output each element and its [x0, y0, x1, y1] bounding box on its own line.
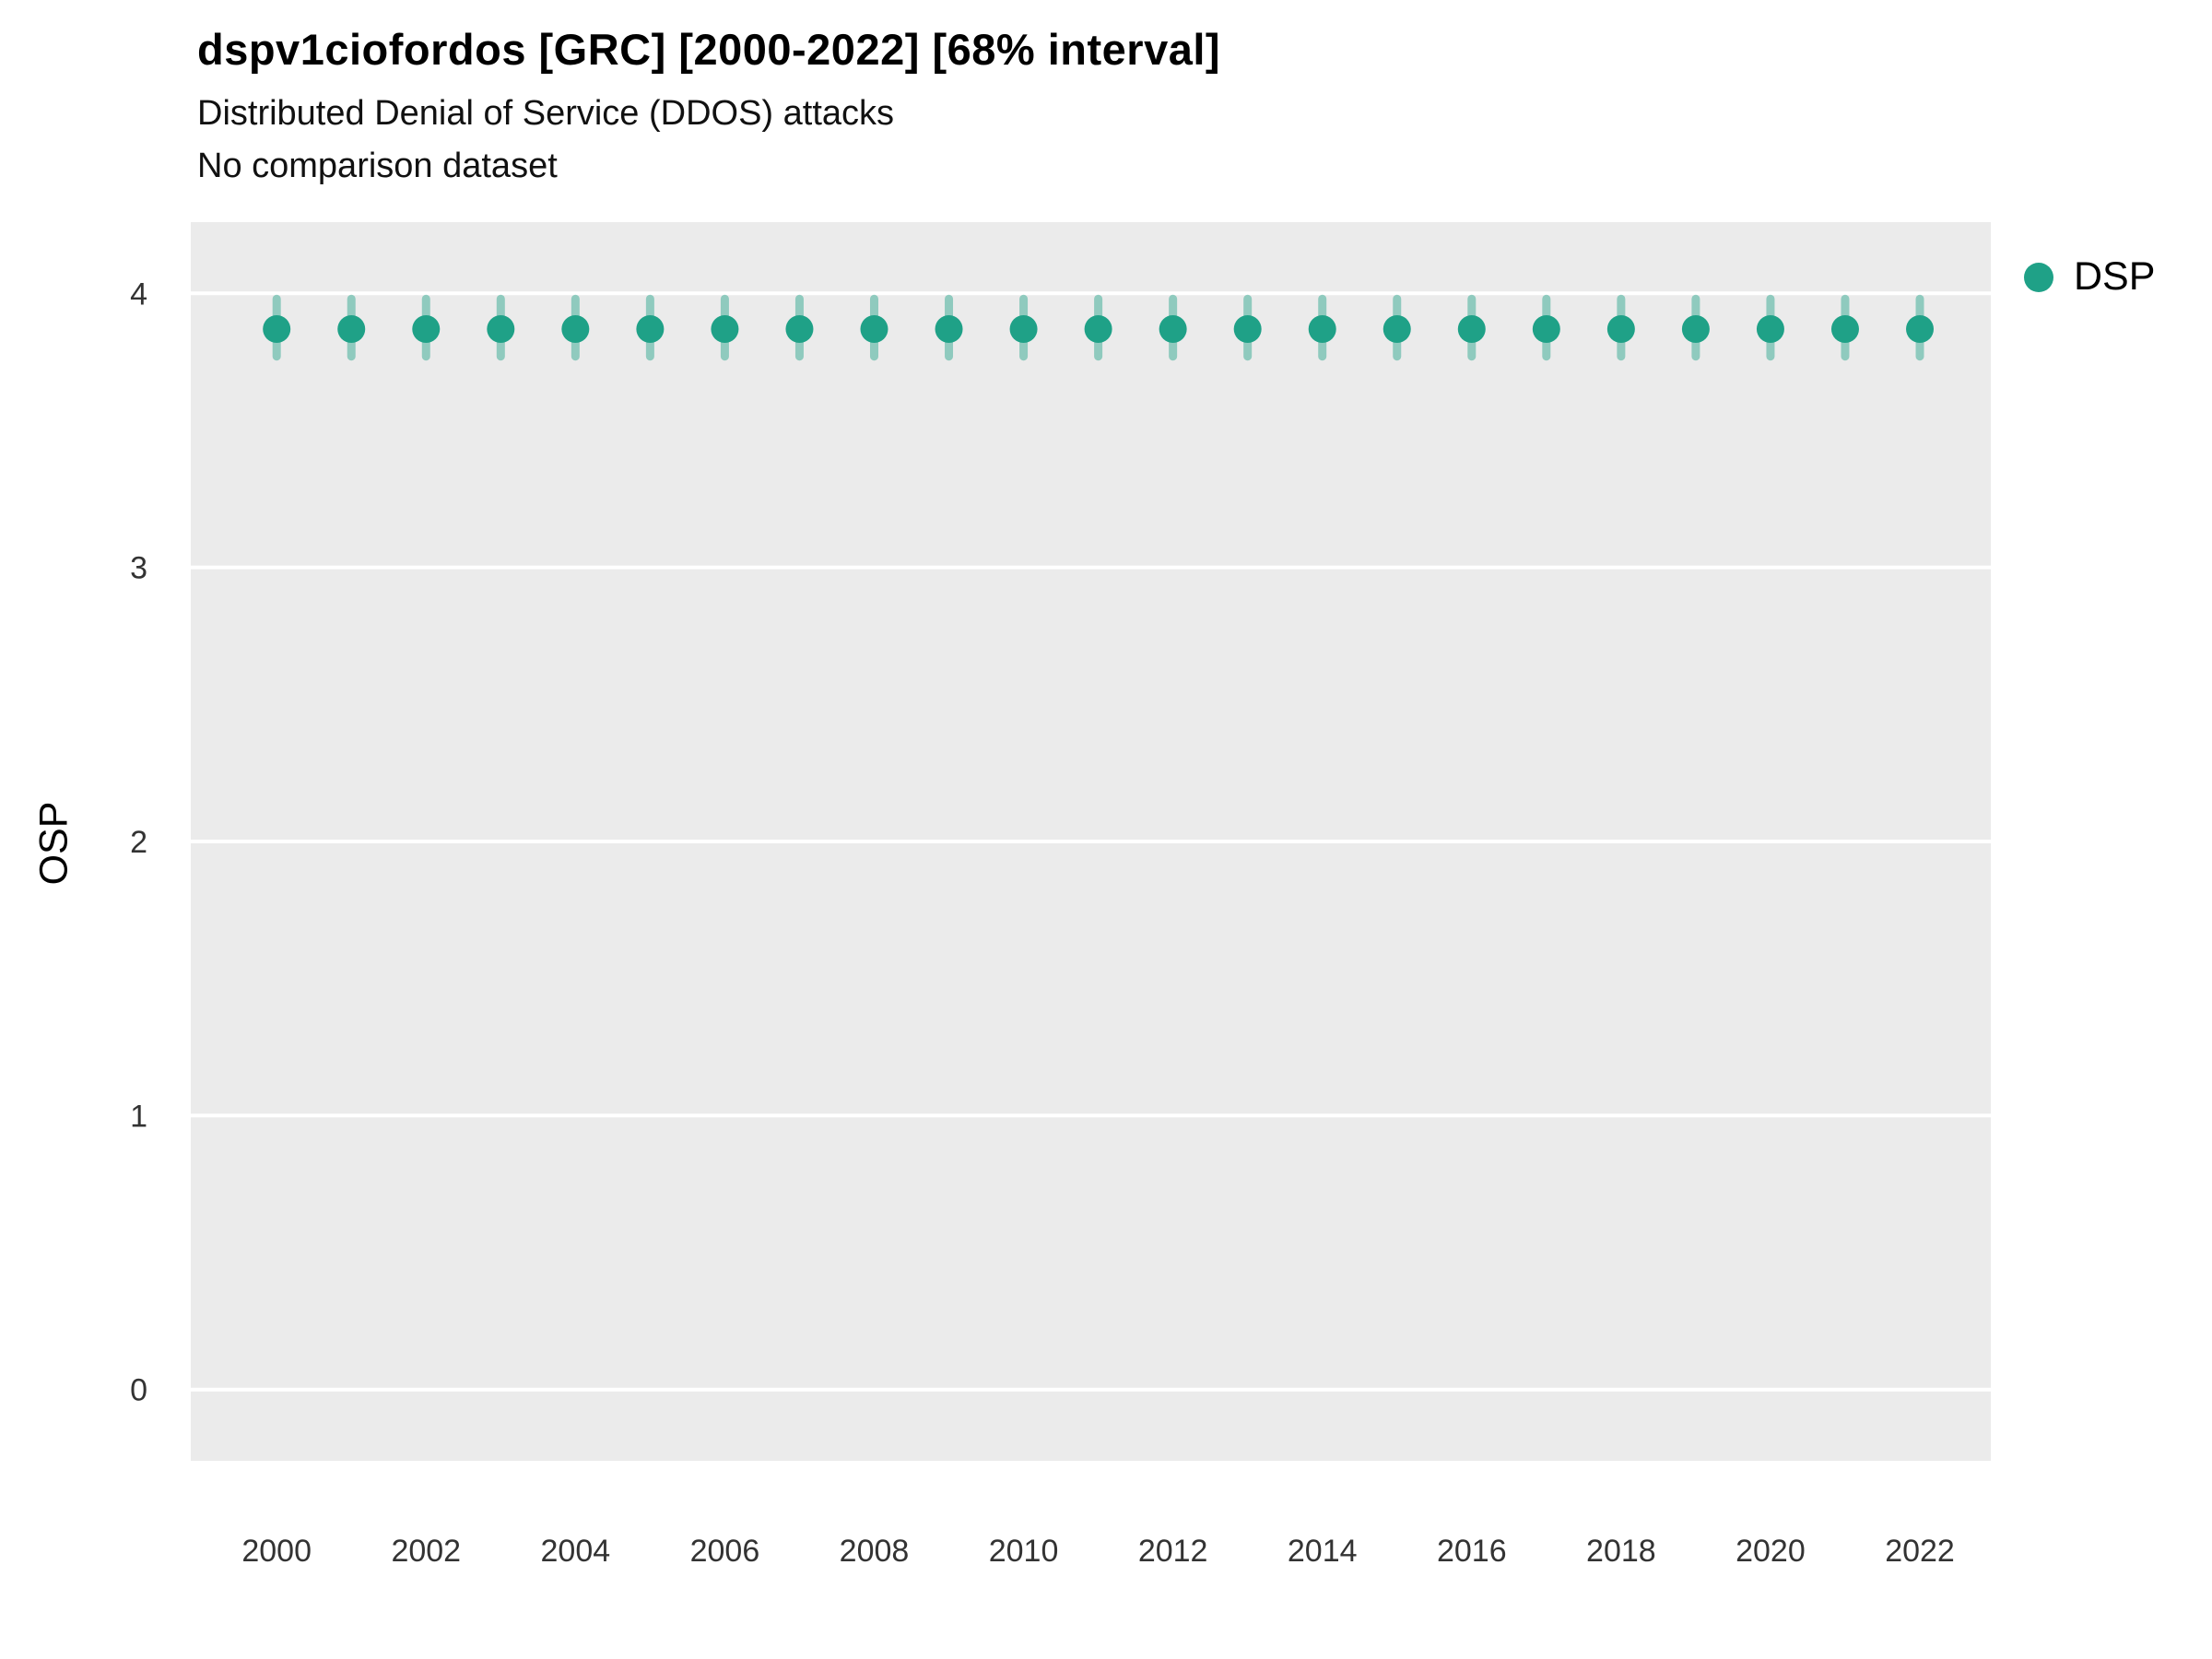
legend: DSP — [2024, 254, 2155, 300]
y-tick-label: 4 — [130, 276, 147, 312]
data-point — [1009, 314, 1038, 343]
data-point — [636, 314, 665, 343]
data-point — [785, 314, 814, 343]
data-point — [1084, 314, 1112, 343]
y-axis-label: OSP — [31, 801, 76, 886]
x-tick-label: 2006 — [690, 1534, 760, 1569]
legend-label-dsp: DSP — [2074, 254, 2156, 299]
data-point — [1906, 314, 1935, 343]
data-point — [860, 314, 888, 343]
y-tick-label: 3 — [130, 551, 147, 586]
x-tick-label: 2004 — [541, 1534, 611, 1569]
data-point — [1681, 314, 1710, 343]
data-point — [1830, 314, 1859, 343]
data-point — [1457, 314, 1486, 343]
y-tick-label: 2 — [130, 825, 147, 860]
data-point — [412, 314, 441, 343]
data-point — [337, 314, 366, 343]
x-tick-label: 2016 — [1437, 1534, 1507, 1569]
x-tick-label: 2012 — [1138, 1534, 1208, 1569]
x-tick-label: 2020 — [1735, 1534, 1806, 1569]
chart-note: No comparison dataset — [197, 147, 558, 185]
data-point — [1532, 314, 1560, 343]
data-point — [561, 314, 590, 343]
x-tick-label: 2000 — [241, 1534, 312, 1569]
x-tick-label: 2022 — [1885, 1534, 1955, 1569]
data-point — [1233, 314, 1262, 343]
x-tick-label: 2018 — [1586, 1534, 1656, 1569]
data-point — [1308, 314, 1336, 343]
y-tick-label: 1 — [130, 1099, 147, 1134]
data-point — [487, 314, 515, 343]
data-point — [1606, 314, 1635, 343]
x-tick-label: 2008 — [840, 1534, 910, 1569]
data-point — [1756, 314, 1784, 343]
legend-dot-icon — [2024, 262, 2053, 292]
x-tick-label: 2002 — [391, 1534, 461, 1569]
data-point — [1382, 314, 1411, 343]
data-point — [263, 314, 291, 343]
data-point — [711, 314, 739, 343]
chart-subtitle: Distributed Denial of Service (DDOS) att… — [197, 94, 895, 133]
data-point — [1159, 314, 1187, 343]
chart-title: dspv1ciofordos [GRC] [2000-2022] [68% in… — [197, 25, 1221, 74]
y-tick-label: 0 — [130, 1373, 147, 1408]
data-point — [935, 314, 963, 343]
title-block: dspv1ciofordos [GRC] [2000-2022] [68% in… — [197, 24, 1220, 193]
x-tick-label: 2014 — [1288, 1534, 1358, 1569]
x-tick-label: 2010 — [989, 1534, 1059, 1569]
